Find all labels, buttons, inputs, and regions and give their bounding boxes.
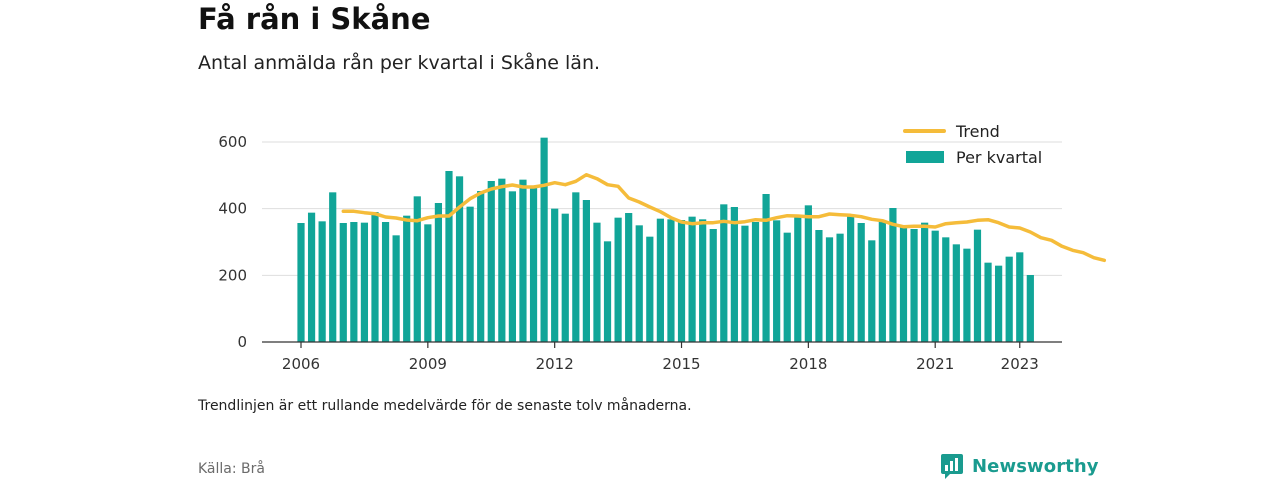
y-tick-label: 0 <box>237 333 247 351</box>
newsworthy-icon <box>941 454 963 479</box>
bar <box>582 200 590 342</box>
bar <box>572 192 580 342</box>
bar <box>878 220 886 342</box>
bar <box>646 236 654 342</box>
bar <box>942 237 950 342</box>
bar-series <box>297 137 1034 342</box>
bar <box>910 229 918 342</box>
bar <box>403 215 411 342</box>
bar <box>487 181 495 342</box>
bar <box>424 224 432 342</box>
bar <box>381 222 390 342</box>
bar <box>307 212 316 342</box>
bar <box>455 176 464 342</box>
bar <box>921 222 929 342</box>
bar <box>329 192 337 342</box>
bar <box>699 219 707 342</box>
bar <box>836 233 844 342</box>
bar <box>952 244 960 342</box>
bar <box>540 137 548 342</box>
bar <box>445 171 453 342</box>
bar <box>561 213 569 342</box>
bar <box>297 223 305 342</box>
x-tick-label: 2021 <box>916 355 954 373</box>
y-tick-label: 600 <box>218 133 247 151</box>
bar <box>551 208 559 342</box>
legend-bars-label: Per kvartal <box>956 148 1042 167</box>
x-tick-label: 2018 <box>789 355 827 373</box>
y-tick-label: 200 <box>218 266 247 284</box>
bar <box>350 222 358 342</box>
bar <box>773 220 781 342</box>
bar <box>1005 256 1013 342</box>
bar <box>656 218 664 342</box>
brand-name: Newsworthy <box>972 455 1099 477</box>
bar <box>995 265 1003 342</box>
bar <box>667 219 675 342</box>
bar <box>847 214 855 342</box>
footnote: Trendlinjen är ett rullande medelvärde f… <box>198 398 692 414</box>
bar <box>709 229 717 342</box>
bar <box>1026 275 1034 342</box>
legend-trend-label: Trend <box>955 122 1000 141</box>
bar <box>508 191 516 342</box>
x-tick-label: 2006 <box>282 355 320 373</box>
bar <box>677 220 686 342</box>
bar <box>825 237 834 342</box>
legend-bars-swatch <box>906 151 944 163</box>
bar <box>498 178 506 342</box>
bar <box>720 204 728 342</box>
bar <box>984 262 992 342</box>
bar <box>963 248 971 342</box>
bar <box>751 222 760 342</box>
bar <box>466 206 474 342</box>
x-tick-label: 2012 <box>536 355 574 373</box>
bar <box>635 225 643 342</box>
bar <box>1016 252 1024 342</box>
bar <box>434 203 443 342</box>
y-axis-labels: 0 200 400 600 <box>218 133 247 351</box>
bar <box>899 227 908 342</box>
bar <box>529 187 538 342</box>
legend: Trend Per kvartal <box>903 122 1042 167</box>
brand-logo: Newsworthy <box>940 452 1099 480</box>
bar <box>371 212 379 342</box>
bar <box>360 222 369 342</box>
bar <box>392 235 400 342</box>
bar <box>603 241 612 342</box>
bar <box>804 205 812 342</box>
bar <box>688 216 696 342</box>
trend-line <box>341 172 1107 263</box>
x-axis-ticks: 2006 2009 2012 2015 2018 2021 2023 <box>282 342 1039 373</box>
bar <box>783 232 791 342</box>
y-tick-label: 400 <box>218 200 247 218</box>
bar <box>477 191 485 342</box>
bar <box>931 230 939 342</box>
source: Källa: Brå <box>198 461 265 477</box>
x-tick-label: 2009 <box>409 355 447 373</box>
bar <box>318 221 326 342</box>
bar <box>794 216 802 342</box>
bar <box>413 196 421 342</box>
bar <box>519 179 527 342</box>
bar <box>614 217 622 342</box>
bar <box>815 230 823 342</box>
x-tick-label: 2023 <box>1001 355 1039 373</box>
bar <box>625 213 633 342</box>
bar <box>339 223 347 342</box>
bar <box>868 240 876 342</box>
page-title: Få rån i Skåne <box>198 2 431 36</box>
bar <box>593 222 601 342</box>
bar <box>857 223 865 342</box>
bar <box>730 207 738 342</box>
bar <box>889 208 897 342</box>
x-tick-label: 2015 <box>662 355 700 373</box>
bar <box>762 194 770 342</box>
bar <box>741 225 749 342</box>
bar <box>973 229 982 342</box>
chart-subtitle: Antal anmälda rån per kvartal i Skåne lä… <box>198 52 601 74</box>
